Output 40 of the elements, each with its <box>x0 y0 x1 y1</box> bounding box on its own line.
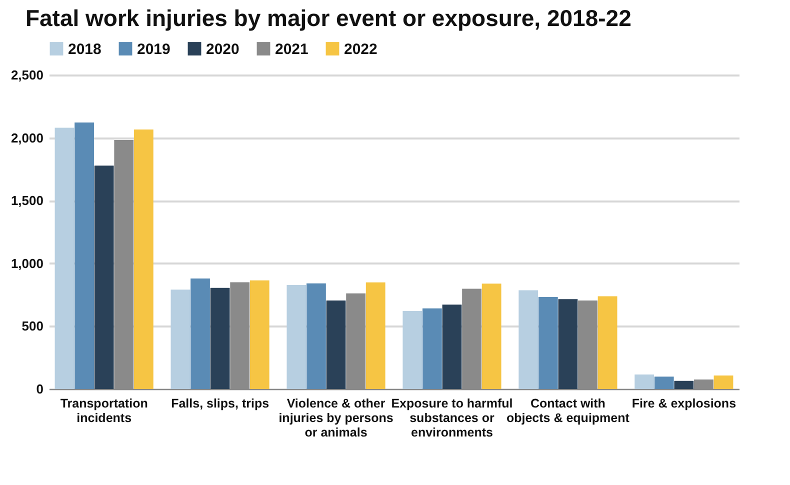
x-tick-label: Fire & explosions <box>632 396 736 410</box>
bar <box>134 130 154 389</box>
bar <box>286 285 306 389</box>
legend-label: 2018 <box>68 40 102 58</box>
bar <box>190 278 210 389</box>
x-tick-label: Violence & other injuries by persons or animals <box>278 396 394 440</box>
bar <box>674 380 694 389</box>
bar <box>598 296 618 389</box>
y-tick-label: 500 <box>22 318 44 334</box>
legend-label: 2019 <box>137 40 170 58</box>
y-tick-label: 1,500 <box>10 193 44 208</box>
bar <box>210 288 230 389</box>
bar <box>442 304 462 389</box>
bar <box>634 374 654 389</box>
bar <box>654 376 674 389</box>
legend-label: 2022 <box>344 40 378 58</box>
bar <box>74 122 94 389</box>
bar <box>558 299 578 389</box>
x-tick-label: Transportation incidents <box>60 396 148 425</box>
bar <box>326 300 346 389</box>
bar <box>94 166 114 389</box>
bar <box>714 376 734 389</box>
y-tick-label: 2,500 <box>10 68 44 82</box>
legend-label: 2021 <box>275 40 308 58</box>
y-tick-label: 0 <box>36 382 44 396</box>
bar <box>306 283 326 389</box>
bar <box>366 282 386 389</box>
bar <box>170 290 190 389</box>
legend-label: 2020 <box>206 40 240 58</box>
bar <box>402 311 422 389</box>
y-tick-label: 2,000 <box>10 130 44 146</box>
bar <box>538 297 558 389</box>
x-tick-label: Falls, slips, trips <box>171 396 270 410</box>
bar <box>518 290 538 389</box>
y-tick-label: 1,000 <box>10 256 44 271</box>
bar <box>422 308 442 389</box>
bar <box>482 284 502 389</box>
chart-title: Fatal work injuries by major event or exposure, 2018-22 <box>25 5 632 31</box>
bar <box>54 128 74 389</box>
bar <box>250 280 270 389</box>
